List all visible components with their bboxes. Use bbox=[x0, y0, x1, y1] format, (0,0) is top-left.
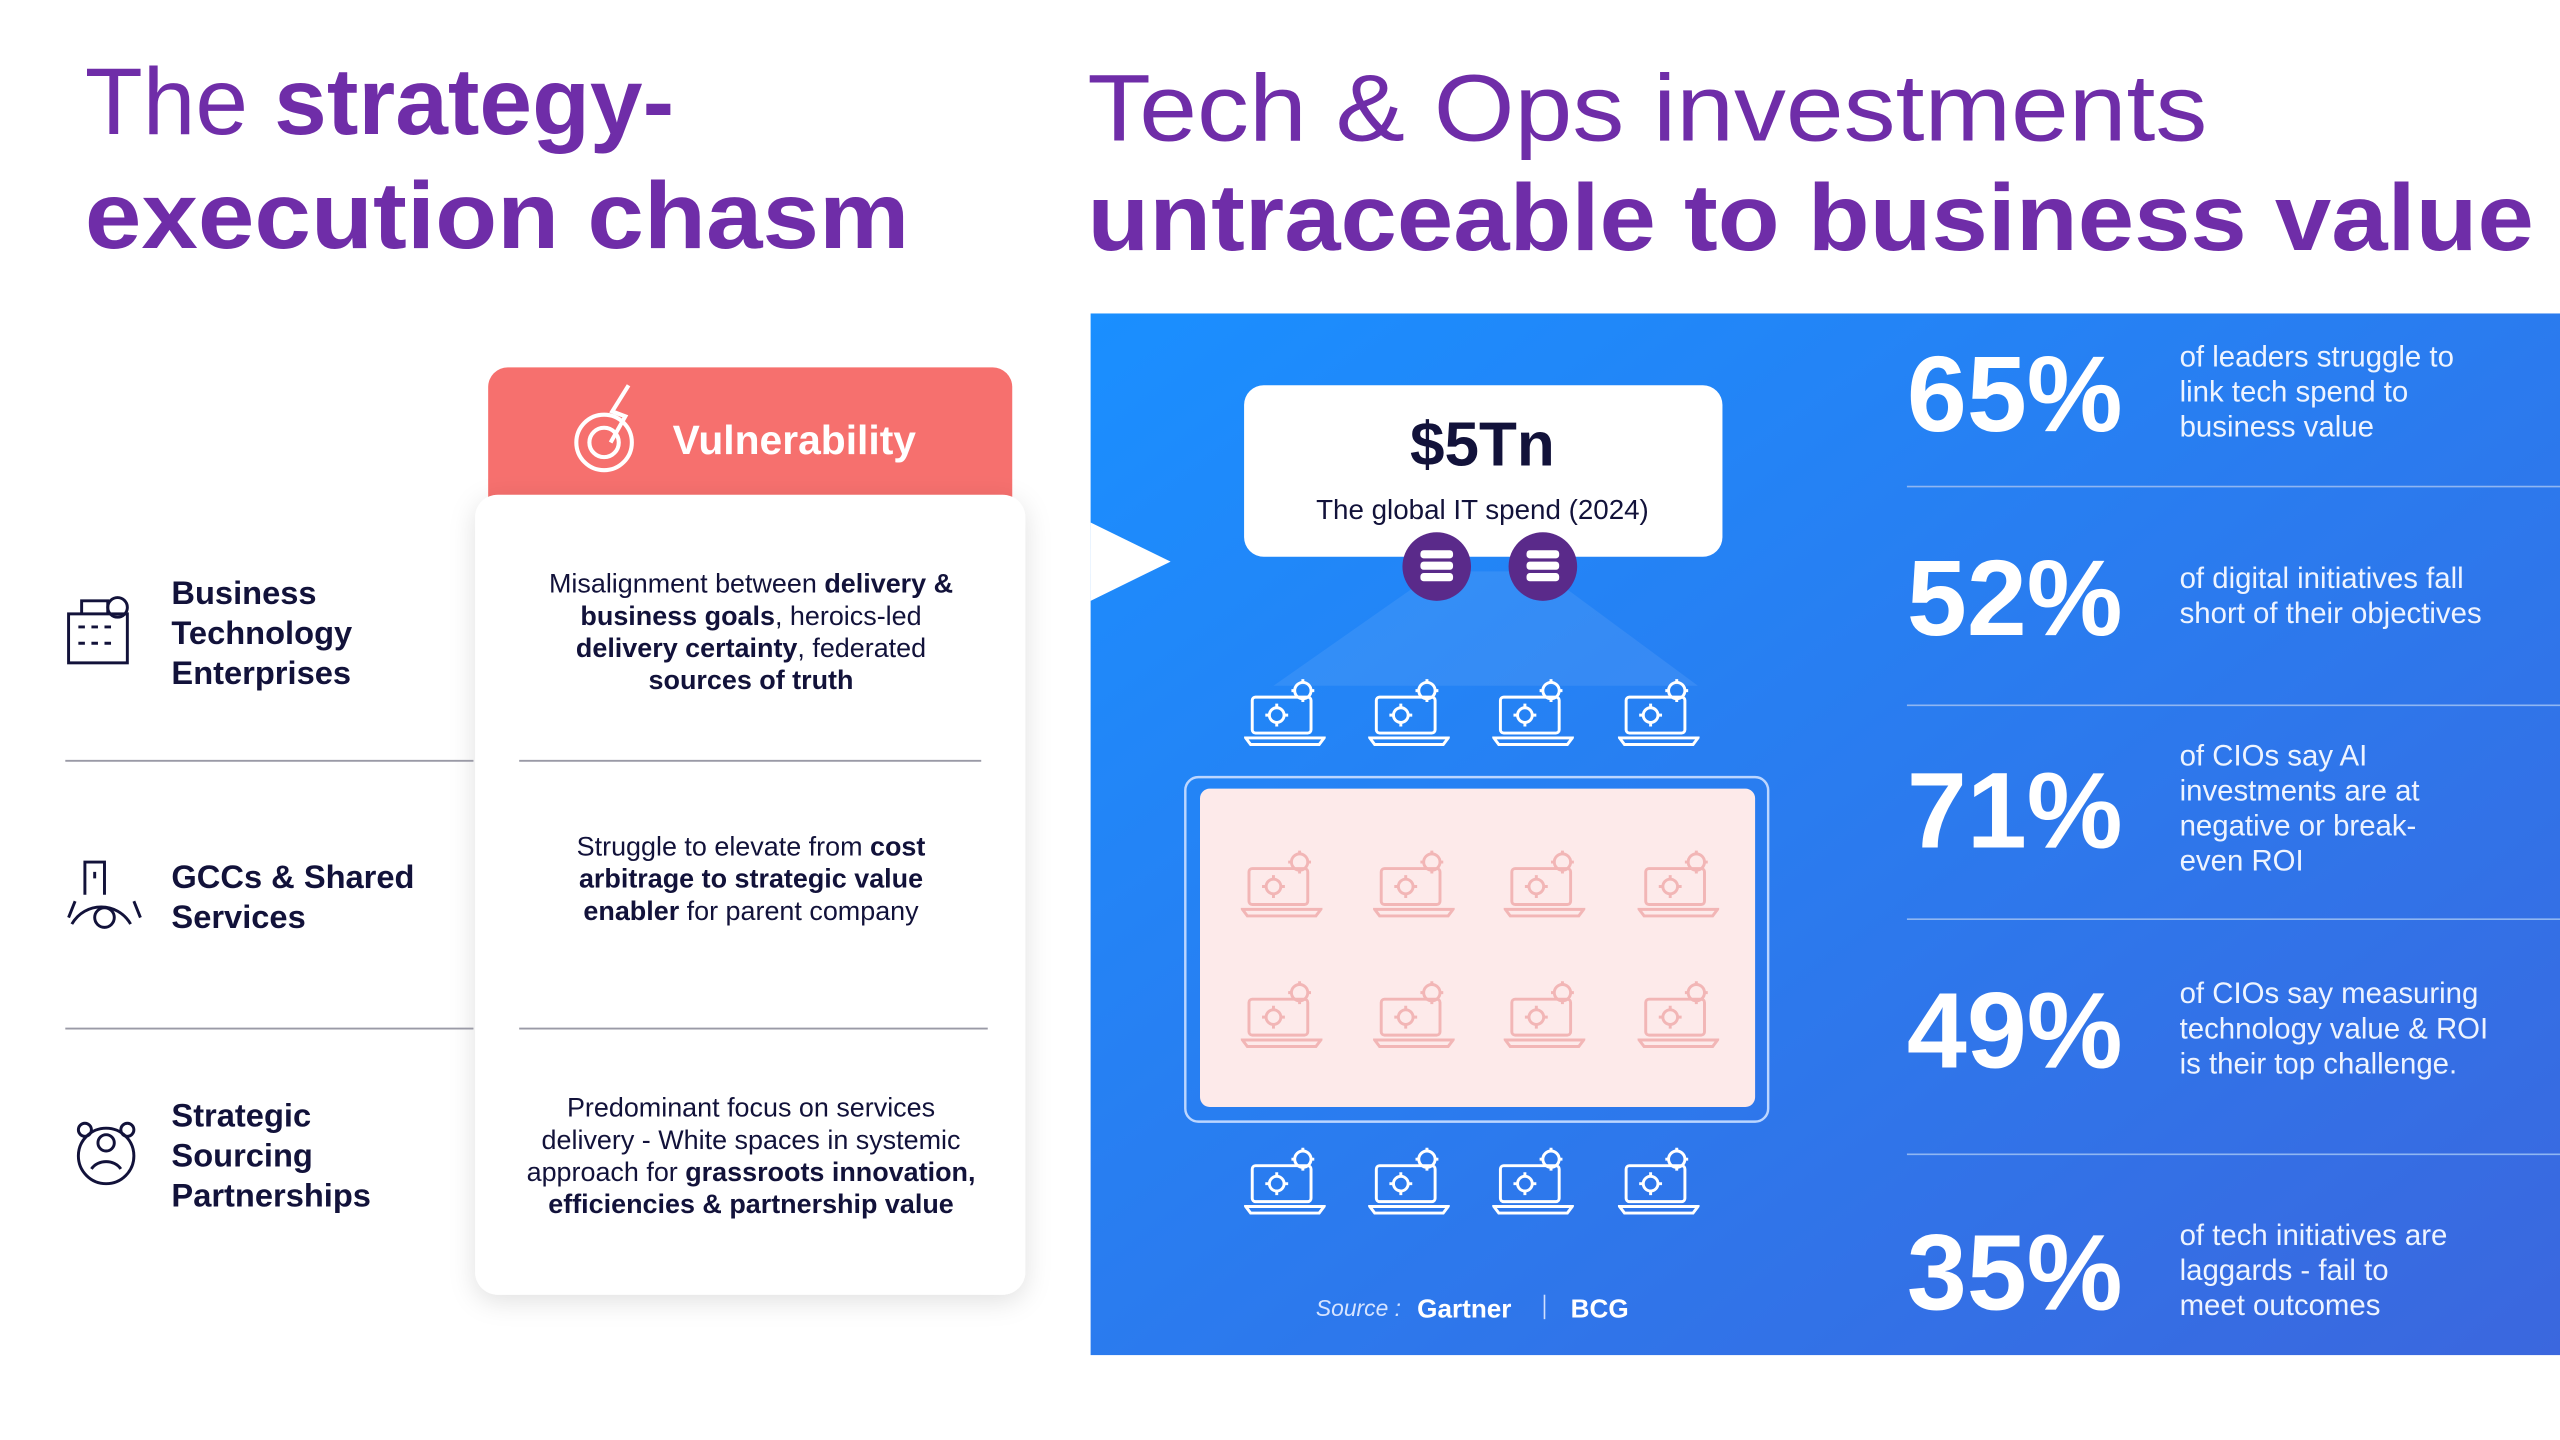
desc-segment: for parent company bbox=[679, 896, 919, 926]
row-desc-line: approach for grassroots innovation, bbox=[527, 1157, 976, 1187]
vulnerability-card bbox=[475, 494, 1026, 1295]
stat-text: of tech initiatives are bbox=[2180, 1219, 2448, 1252]
stat-text: short of their objectives bbox=[2180, 597, 2482, 630]
row-desc-line: sources of truth bbox=[649, 665, 854, 695]
desc-segment: Struggle to elevate from bbox=[577, 832, 870, 862]
desc-segment: delivery - White spaces in systemic bbox=[542, 1125, 961, 1155]
spend-box bbox=[1244, 385, 1723, 557]
desc-segment: Predominant focus on services bbox=[567, 1093, 935, 1123]
desc-segment: arbitrage to strategic value bbox=[579, 864, 923, 894]
pointer bbox=[1090, 522, 1171, 601]
row-icons bbox=[67, 596, 142, 1186]
stat-text: of leaders struggle to bbox=[2180, 341, 2454, 374]
stat-text: investments are at bbox=[2180, 774, 2420, 807]
row-desc-line: Misalignment between delivery & bbox=[549, 569, 953, 599]
desc-segment: enabler bbox=[583, 896, 679, 926]
left-title-line2: execution chasm bbox=[85, 163, 909, 269]
stat-text: laggards - fail to bbox=[2180, 1254, 2389, 1287]
row-desc-line: Struggle to elevate from cost bbox=[577, 832, 926, 862]
row-label: Services bbox=[171, 898, 305, 935]
separators bbox=[65, 759, 988, 1030]
desc-segment: business goals bbox=[580, 601, 775, 631]
left-title-line1: The strategy- bbox=[85, 49, 674, 155]
beam bbox=[1273, 571, 1698, 686]
row-desc-line: enabler for parent company bbox=[583, 896, 919, 926]
coins bbox=[1402, 532, 1578, 601]
row-label: Business bbox=[171, 574, 316, 611]
stat-separators bbox=[1906, 485, 2560, 1156]
source-bcg: BCG bbox=[1571, 1294, 1629, 1324]
spend-value: $5Tn bbox=[1410, 410, 1555, 479]
stat-value: 71% bbox=[1907, 749, 2123, 870]
stat-text: business value bbox=[2180, 411, 2374, 444]
stat-text: of CIOs say measuring bbox=[2180, 977, 2479, 1010]
row-label: Sourcing bbox=[171, 1137, 312, 1174]
stat-text: negative or break- bbox=[2180, 810, 2417, 843]
row-desc-line: delivery certainty, federated bbox=[576, 633, 926, 663]
source-gartner: Gartner bbox=[1417, 1294, 1511, 1324]
stat-text: of digital initiatives fall bbox=[2180, 562, 2464, 595]
desc-segment: cost bbox=[870, 832, 925, 862]
vulnerability-label: Vulnerability bbox=[673, 417, 917, 463]
vulnerability-header bbox=[488, 367, 1013, 518]
row-desc-line: business goals, heroics-led bbox=[580, 601, 921, 631]
desc-segment: efficiencies & partnership value bbox=[548, 1189, 953, 1219]
right-title-line2: untraceable to business value bbox=[1087, 165, 2534, 271]
stat-text: is their top challenge. bbox=[2180, 1047, 2458, 1080]
title-bold: strategy- bbox=[274, 49, 674, 155]
row-label: Enterprises bbox=[171, 654, 351, 691]
frame bbox=[1184, 775, 1770, 1123]
row-desc-line: Predominant focus on services bbox=[567, 1093, 935, 1123]
desc-segment: , heroics-led bbox=[775, 601, 922, 631]
stat-text: even ROI bbox=[2180, 845, 2304, 878]
desc-segment: delivery certainty bbox=[576, 633, 798, 663]
desc-segment: , federated bbox=[797, 633, 926, 663]
desc-segment: approach for bbox=[527, 1157, 686, 1187]
row-desc-line: efficiencies & partnership value bbox=[548, 1189, 953, 1219]
stat-text: link tech spend to bbox=[2180, 376, 2409, 409]
pink-box bbox=[1200, 788, 1756, 1107]
target-icon bbox=[574, 384, 634, 473]
row-desc-line: delivery - White spaces in systemic bbox=[542, 1125, 961, 1155]
desc-segment: Misalignment between bbox=[549, 569, 824, 599]
desc-segment: grassroots innovation, bbox=[685, 1157, 975, 1187]
stat-value: 49% bbox=[1907, 970, 2123, 1091]
row-desc-line: arbitrage to strategic value bbox=[579, 864, 923, 894]
right-title-line1: Tech & Ops investments bbox=[1087, 55, 2207, 161]
stat-text: meet outcomes bbox=[2180, 1289, 2381, 1322]
desc-segment: sources of truth bbox=[649, 665, 854, 695]
stat-text: of CIOs say AI bbox=[2180, 739, 2368, 772]
title-light: The bbox=[85, 49, 248, 155]
row-label: Strategic bbox=[171, 1097, 311, 1134]
row-label: Partnerships bbox=[171, 1177, 371, 1214]
stat-value: 52% bbox=[1907, 537, 2123, 658]
stat-text: technology value & ROI bbox=[2180, 1012, 2489, 1045]
stat-value: 35% bbox=[1907, 1211, 2123, 1332]
stat-value: 65% bbox=[1907, 333, 2123, 454]
source-label: Source : bbox=[1316, 1295, 1401, 1321]
row-label: Technology bbox=[171, 614, 352, 651]
spend-caption: The global IT spend (2024) bbox=[1316, 494, 1649, 525]
desc-segment: delivery & bbox=[824, 569, 953, 599]
row-label: GCCs & Shared bbox=[171, 858, 414, 895]
